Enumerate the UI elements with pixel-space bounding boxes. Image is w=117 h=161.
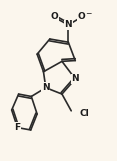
Text: −: − — [85, 9, 91, 18]
Text: N: N — [71, 74, 79, 83]
Text: N: N — [64, 20, 72, 29]
Text: N: N — [42, 83, 50, 92]
Text: Cl: Cl — [80, 109, 90, 118]
Text: F: F — [14, 123, 20, 132]
Text: O: O — [50, 12, 58, 21]
Text: O: O — [78, 12, 86, 21]
